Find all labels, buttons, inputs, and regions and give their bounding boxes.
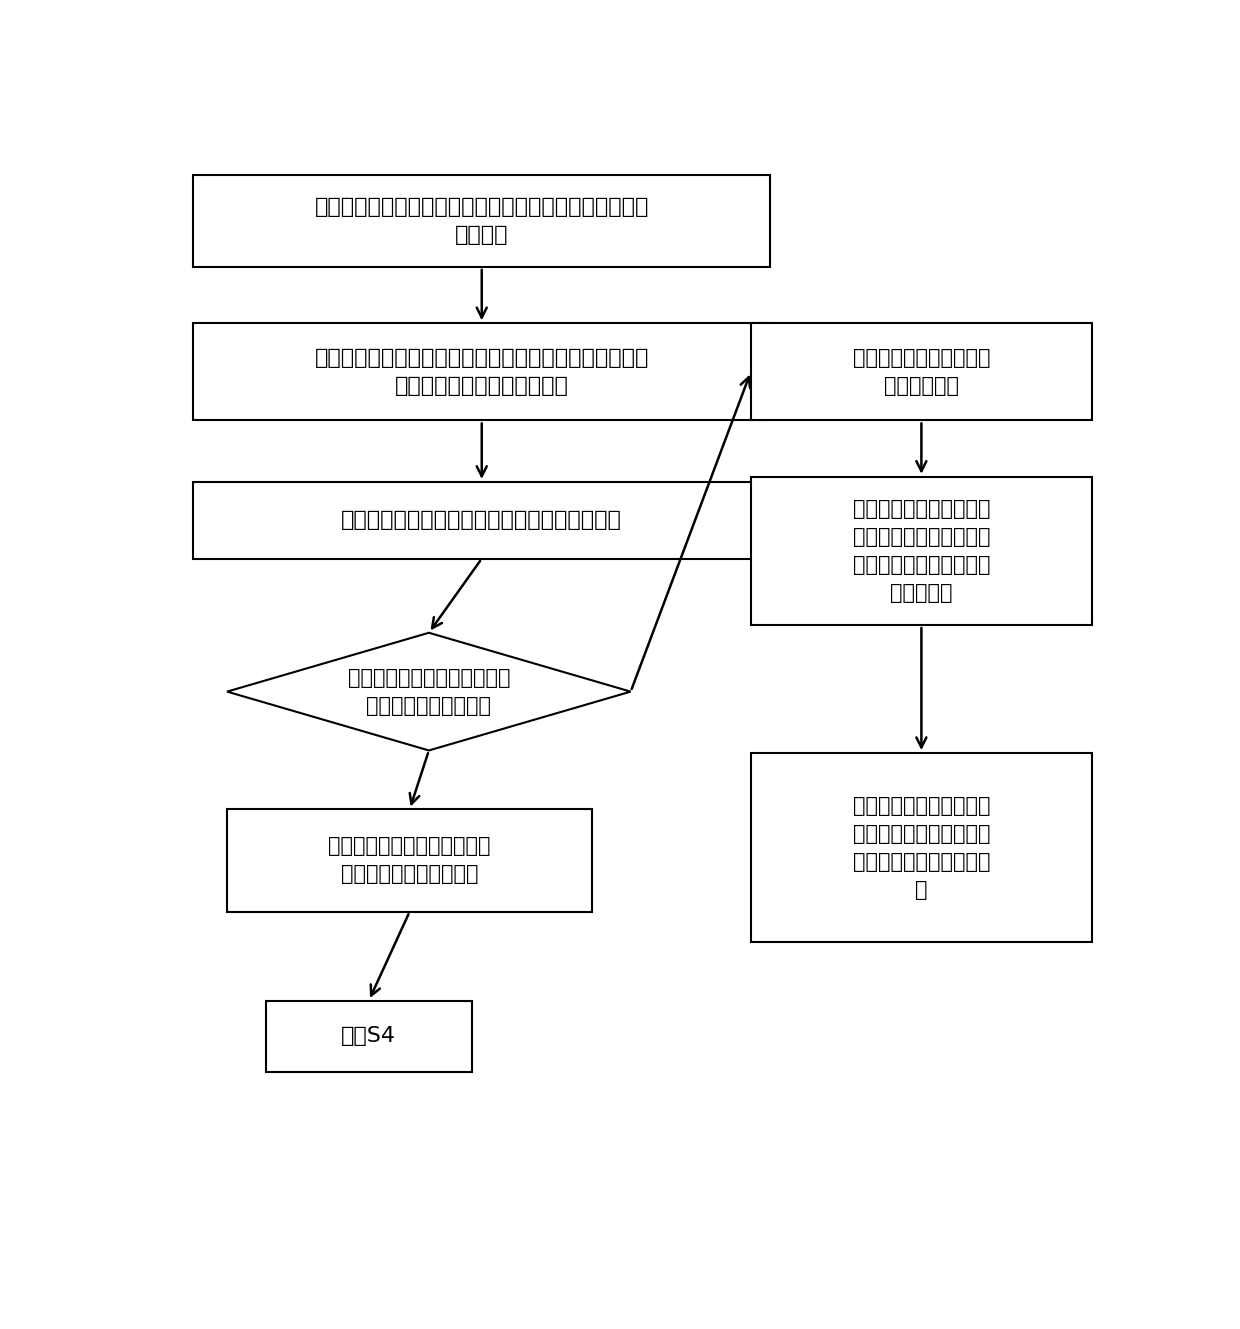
Text: 根据所述第一控制策略和所述空调的当前内管温度，确定
所述空调的第一目标内管温度: 根据所述第一控制策略和所述空调的当前内管温度，确定 所述空调的第一目标内管温度 (315, 348, 649, 396)
Bar (193, 482, 770, 558)
Polygon shape (227, 633, 631, 751)
Bar (751, 323, 1092, 420)
Text: 所述空调的内管温度是否达到
所述第一目标内管温度: 所述空调的内管温度是否达到 所述第一目标内管温度 (347, 667, 510, 715)
Bar (751, 754, 1092, 942)
Text: 控制所述空调在所述第一目标
内管温度下运行预设时长: 控制所述空调在所述第一目标 内管温度下运行预设时长 (329, 836, 491, 885)
Text: 获取预先设定的内管温度第一控制策略和所述空调的当前
内管温度: 获取预先设定的内管温度第一控制策略和所述空调的当前 内管温度 (315, 197, 649, 245)
Text: 根据所述第二控制策略，
将所述空调的内管温度调
整至所述第二目标内管温
度: 根据所述第二控制策略， 将所述空调的内管温度调 整至所述第二目标内管温 度 (853, 796, 991, 900)
Text: 根据所述第二控制策略和
所述空调的当前内管温度
，确定所述空调的第二目
标内管温度: 根据所述第二控制策略和 所述空调的当前内管温度 ，确定所述空调的第二目 标内管温… (853, 498, 991, 603)
Bar (193, 323, 770, 420)
Text: 返回S4: 返回S4 (341, 1026, 397, 1046)
Bar (227, 809, 593, 912)
Bar (265, 1001, 472, 1073)
Text: 根据所述第一控制策略调整所述空调的内管温度: 根据所述第一控制策略调整所述空调的内管温度 (341, 510, 622, 530)
Text: 获取预先设定的内管温度
第二控制策略: 获取预先设定的内管温度 第二控制策略 (853, 348, 991, 396)
Bar (193, 175, 770, 267)
Bar (751, 477, 1092, 625)
